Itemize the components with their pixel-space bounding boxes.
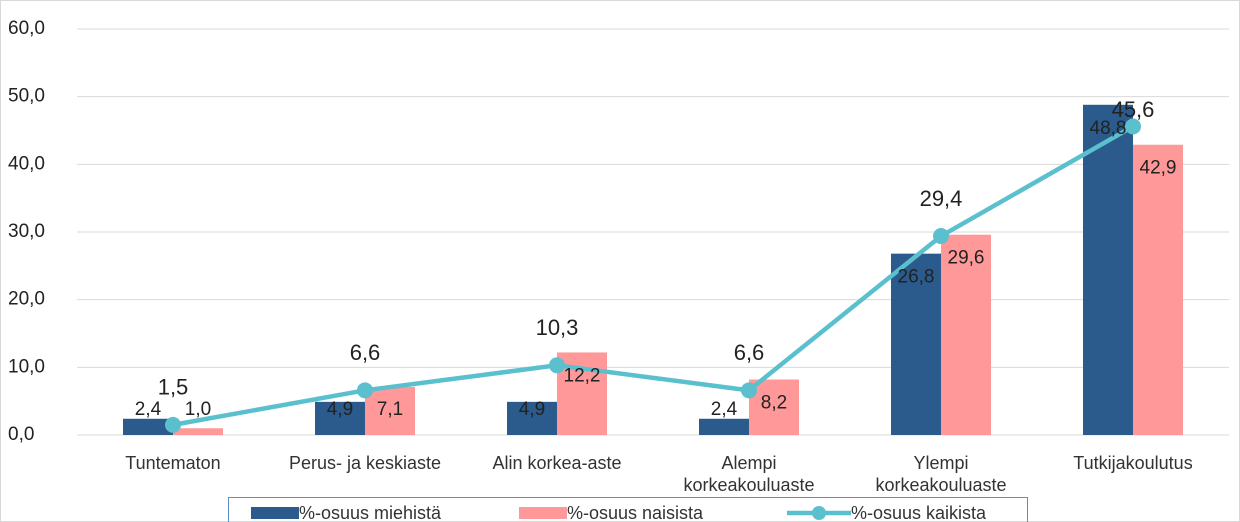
legend-label: %-osuus kaikista	[851, 502, 987, 522]
legend-item: %-osuus miehistä	[251, 498, 441, 522]
y-tick-label: 0,0	[8, 424, 34, 445]
bar-value-label: 29,6	[948, 248, 985, 269]
bar	[941, 234, 991, 435]
bar	[315, 401, 365, 435]
legend-swatch	[251, 507, 299, 519]
line-value-label: 10,3	[536, 315, 579, 340]
bar-value-label: 2,4	[135, 399, 162, 420]
legend-item: %-osuus kaikista	[787, 498, 986, 522]
bar	[749, 379, 799, 435]
line-value-label: 29,4	[920, 186, 963, 211]
bar	[1133, 144, 1183, 435]
line-marker	[165, 416, 181, 433]
y-tick-label: 30,0	[8, 221, 45, 242]
line-marker	[549, 357, 565, 374]
legend-label: %-osuus miehistä	[299, 502, 442, 522]
legend-swatch	[519, 507, 567, 519]
y-tick-label: 20,0	[8, 289, 45, 310]
bar-value-label: 1,0	[185, 399, 211, 420]
bar-value-label: 2,4	[711, 399, 738, 420]
bar-value-label: 4,9	[519, 399, 545, 420]
legend-marker	[812, 506, 826, 520]
x-tick-label: Alempi korkeakouluaste	[683, 453, 815, 495]
legend-swatch	[787, 506, 851, 520]
bar-value-label: 12,2	[564, 365, 601, 386]
bar	[173, 428, 223, 435]
bar	[891, 253, 941, 435]
bar	[365, 386, 415, 435]
x-tick-label: Perus- ja keskiaste	[288, 453, 442, 473]
line-marker	[357, 382, 373, 399]
legend-box	[251, 507, 299, 519]
bar	[699, 418, 749, 435]
bar-value-label: 26,8	[898, 267, 935, 288]
y-tick-label: 10,0	[8, 356, 45, 377]
bar-value-label: 48,8	[1090, 118, 1127, 139]
bar-value-label: 8,2	[761, 393, 787, 414]
y-tick-label: 50,0	[8, 86, 45, 107]
bar	[507, 401, 557, 435]
x-tick-label: Tutkijakoulutus	[1073, 453, 1193, 473]
line-value-label: 6,6	[350, 340, 381, 365]
bar	[123, 418, 173, 435]
line-value-label: 1,5	[158, 375, 189, 400]
line	[172, 124, 1135, 428]
line-marker	[1125, 118, 1141, 135]
legend-label: %-osuus naisista	[567, 502, 704, 522]
bar-value-label: 4,9	[327, 399, 353, 420]
legend-item: %-osuus naisista	[519, 498, 703, 522]
legend-box	[519, 507, 567, 519]
x-tick-label: Alin korkea-aste	[492, 453, 622, 473]
bar-value-label: 42,9	[1140, 158, 1177, 179]
y-tick-label: 60,0	[8, 18, 45, 39]
line-marker	[933, 228, 949, 245]
bar	[1083, 104, 1133, 435]
line-value-label: 45,6	[1112, 97, 1155, 122]
legend: %-osuus miehistä %-osuus naisista %-osuus …	[228, 497, 1028, 522]
y-tick-label: 40,0	[8, 153, 45, 174]
line-marker	[741, 382, 757, 399]
bar-value-label: 7,1	[377, 399, 403, 420]
line-value-label: 6,6	[734, 340, 765, 365]
x-tick-label: Tuntematon	[125, 453, 221, 473]
x-tick-label: Ylempi korkeakouluaste	[875, 453, 1007, 495]
